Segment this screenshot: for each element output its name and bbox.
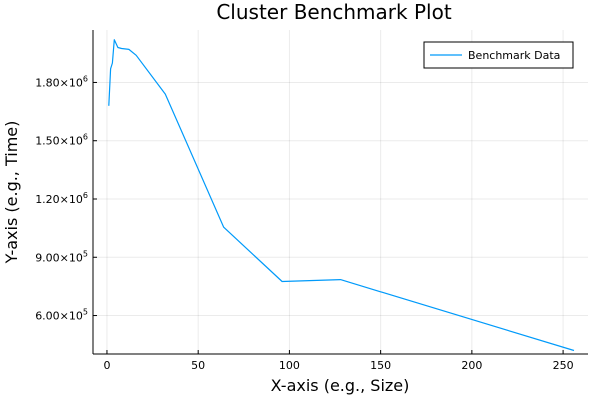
x-tick-label: 250 [553, 359, 574, 372]
x-tick-label: 50 [191, 359, 205, 372]
chart-title: Cluster Benchmark Plot [216, 0, 451, 24]
axes [92, 30, 588, 355]
x-tick-label: 0 [103, 359, 110, 372]
ticks: 0 50 100 150 200 250 6.00×105 9.00×105 1.20×106 1… [35, 74, 573, 372]
x-tick-label: 150 [370, 359, 391, 372]
x-axis-label: X-axis (e.g., Size) [271, 376, 410, 395]
legend-label: Benchmark Data [468, 49, 560, 62]
y-tick-label: 1.50×106 [35, 133, 88, 148]
x-tick-label: 200 [461, 359, 482, 372]
y-axis-label: Y-axis (e.g., Time) [2, 121, 21, 265]
y-tick-label: 6.00×105 [35, 308, 88, 323]
y-tick-label: 9.00×105 [35, 249, 88, 264]
y-tick-label: 1.80×106 [35, 74, 88, 89]
y-tick-label: 1.20×106 [35, 191, 88, 206]
legend: Benchmark Data [423, 41, 574, 69]
grid [93, 30, 588, 354]
series-group [108, 39, 575, 352]
series-line [108, 39, 575, 352]
x-tick-label: 100 [279, 359, 300, 372]
